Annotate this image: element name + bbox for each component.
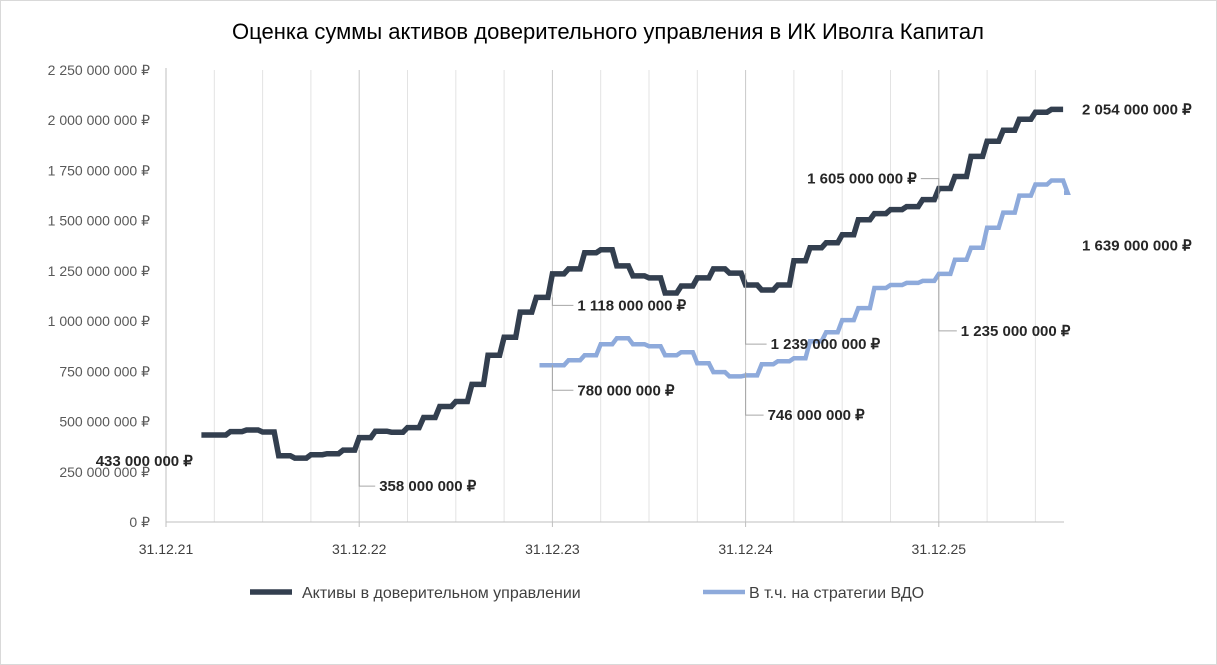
y-tick-label: 1 750 000 000 ₽ [48,162,150,178]
y-tick-label: 1 000 000 000 ₽ [48,313,150,329]
y-tick-label: 2 250 000 000 ₽ [48,62,150,78]
data-label: 746 000 000 ₽ [768,407,866,424]
data-label: 780 000 000 ₽ [577,382,675,399]
y-tick-label: 0 ₽ [129,514,150,530]
data-label: 1 605 000 000 ₽ [807,171,917,188]
x-tick-label: 31.12.21 [139,541,194,557]
x-tick-label: 31.12.22 [332,541,387,557]
data-label: 358 000 000 ₽ [379,478,477,495]
legend-label: В т.ч. на стратегии ВДО [749,585,924,602]
data-label-leader [920,178,940,200]
legend: Активы в доверительном управлении В т.ч. … [250,585,924,602]
data-labels: 433 000 000 ₽ 358 000 000 ₽ 1 118 000 000 … [96,101,1192,495]
legend-label: Активы в доверительном управлении [302,585,581,602]
data-label: 1 639 000 000 ₽ [1082,238,1192,255]
series-lines [201,106,1071,461]
data-label: 433 000 000 ₽ [96,453,194,470]
series-line-vdo [539,178,1071,379]
data-label: 1 239 000 000 ₽ [771,336,881,353]
x-tick-label: 31.12.23 [525,541,580,557]
data-label-leader [745,372,764,416]
y-tick-label: 1 250 000 000 ₽ [48,263,150,279]
data-label-leader [358,450,376,487]
y-tick-label: 2 000 000 000 ₽ [48,112,150,128]
data-label-leader [938,273,957,332]
series-line-assets [201,106,1064,461]
y-tick-label: 1 500 000 000 ₽ [48,213,150,229]
data-label-leader [551,365,574,391]
x-tick-label: 31.12.24 [718,541,773,557]
data-label: 1 118 000 000 ₽ [577,297,686,314]
data-label-leader [745,273,767,345]
y-tick-label: 500 000 000 ₽ [59,414,150,430]
y-tick-label: 250 000 000 ₽ [59,464,150,480]
axes: 0 ₽ 250 000 000 ₽ 500 000 000 ₽ 750 000 000… [48,62,1064,557]
data-label: 1 235 000 000 ₽ [961,323,1071,340]
data-label: 2 054 000 000 ₽ [1082,101,1192,118]
x-tick-label: 31.12.25 [912,541,967,557]
chart-title: Оценка суммы активов доверительного упра… [232,19,984,44]
y-tick-label: 750 000 000 ₽ [59,363,150,379]
data-label-leader [551,297,574,306]
